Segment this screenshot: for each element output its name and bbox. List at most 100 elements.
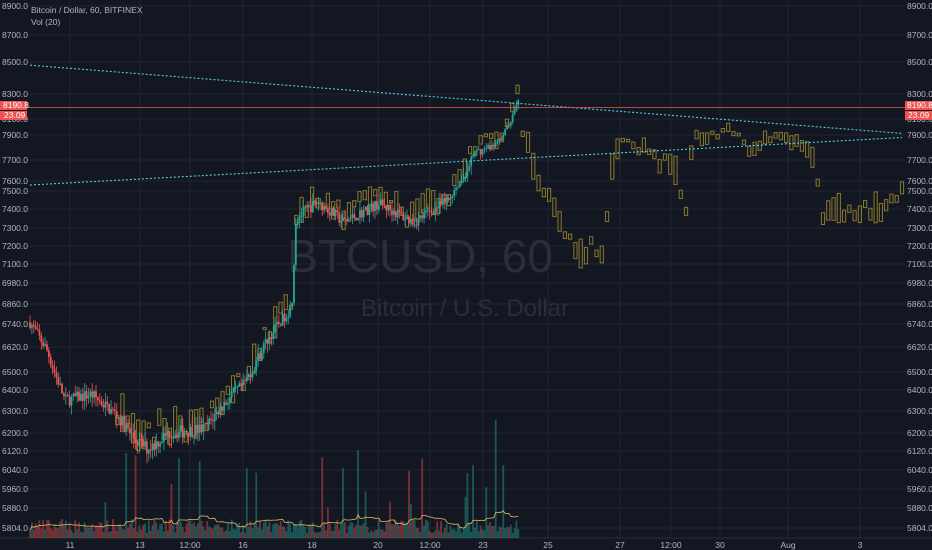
volume-bar bbox=[247, 526, 250, 538]
candle-body bbox=[311, 200, 314, 213]
candle-body bbox=[236, 386, 239, 388]
volume-bar bbox=[504, 527, 507, 538]
candle-body bbox=[42, 342, 45, 347]
projection-bar bbox=[478, 135, 483, 145]
candle-body bbox=[170, 437, 173, 439]
candle-body bbox=[281, 313, 284, 326]
projection-bar bbox=[794, 134, 799, 147]
volume-bar bbox=[438, 530, 441, 538]
volume-bar bbox=[472, 465, 474, 538]
volume-bar bbox=[213, 525, 216, 538]
volume-bar bbox=[474, 527, 476, 538]
volume-bar bbox=[372, 531, 375, 538]
volume-bar bbox=[206, 521, 209, 538]
candle-body bbox=[417, 217, 420, 226]
x-tick-label: 27 bbox=[615, 540, 625, 550]
projection-bar bbox=[694, 129, 699, 140]
candle-body bbox=[89, 391, 92, 397]
volume-bar bbox=[245, 468, 248, 538]
candle-body bbox=[383, 205, 386, 206]
volume-bar bbox=[47, 520, 50, 538]
projection-bar bbox=[873, 191, 878, 224]
volume-bar bbox=[383, 531, 386, 538]
volume-bar bbox=[166, 530, 169, 538]
volume-bar bbox=[394, 519, 397, 538]
candle-body bbox=[245, 377, 248, 381]
volume-bar bbox=[353, 527, 356, 538]
volume-bar bbox=[127, 527, 129, 538]
volume-bar bbox=[507, 527, 510, 538]
volume-bar bbox=[80, 531, 82, 538]
candle-body bbox=[304, 206, 307, 208]
candle-body bbox=[466, 170, 469, 177]
volume-bar bbox=[266, 526, 269, 538]
volume-bar bbox=[234, 529, 237, 538]
volume-bar bbox=[364, 491, 367, 538]
volume-bar bbox=[144, 523, 146, 538]
x-tick-label: 16 bbox=[238, 540, 248, 550]
candle-body bbox=[200, 424, 203, 432]
volume-bar bbox=[176, 521, 178, 538]
candle-body bbox=[121, 416, 124, 426]
y-tick-label: 6620.0 bbox=[2, 342, 28, 352]
candle-body bbox=[130, 432, 133, 434]
y-tick-label: 7500.0 bbox=[907, 186, 932, 196]
volume-bar bbox=[42, 519, 45, 538]
trendlines[interactable] bbox=[29, 64, 903, 186]
volume-bar bbox=[102, 531, 105, 538]
projection-bar bbox=[146, 422, 151, 429]
volume-bar bbox=[40, 528, 43, 538]
trendline[interactable] bbox=[29, 64, 903, 134]
volume-bar bbox=[161, 523, 163, 538]
volume-bar bbox=[464, 496, 467, 538]
candle-body bbox=[443, 198, 446, 203]
volume-bar bbox=[255, 472, 258, 538]
projection-bar bbox=[836, 192, 841, 224]
candle-body bbox=[225, 402, 227, 405]
candle-body bbox=[381, 199, 384, 206]
y-tick-label: 5960.0 bbox=[907, 484, 932, 494]
candle-body bbox=[462, 176, 465, 182]
y-tick-label: 6860.0 bbox=[2, 299, 28, 309]
volume-bar bbox=[481, 529, 484, 538]
volume-bar bbox=[343, 522, 346, 538]
volume-bar bbox=[123, 529, 126, 538]
candle-body bbox=[283, 313, 286, 322]
candle-body bbox=[276, 322, 278, 325]
volume-bar bbox=[149, 530, 152, 538]
candle-body bbox=[313, 200, 316, 202]
volume-bar bbox=[398, 525, 401, 538]
projection-bar bbox=[236, 373, 241, 378]
candle-body bbox=[145, 441, 148, 454]
volume-bar bbox=[391, 524, 393, 538]
symbol-title[interactable]: Bitcoin / Dollar, 60, BITFINEX bbox=[31, 5, 143, 15]
candle-body bbox=[174, 434, 177, 437]
volume-bar bbox=[217, 524, 220, 538]
volume-bar bbox=[249, 521, 252, 538]
projection-bar bbox=[536, 174, 541, 192]
y-tick-label: 8500.0 bbox=[907, 57, 932, 67]
volume-bar bbox=[413, 519, 416, 538]
y-tick-label: 8300.0 bbox=[2, 89, 28, 99]
trendline[interactable] bbox=[29, 136, 903, 186]
volume-bar bbox=[164, 520, 167, 538]
candle-body bbox=[208, 418, 211, 425]
candle-body bbox=[202, 424, 205, 432]
candle-body bbox=[377, 205, 380, 210]
projection-bar bbox=[678, 189, 683, 199]
volume-bar bbox=[330, 530, 333, 538]
x-tick-label: 30 bbox=[715, 540, 725, 550]
candle-body bbox=[374, 200, 376, 212]
projection-bar bbox=[647, 148, 652, 155]
y-tick-label: 6400.0 bbox=[907, 385, 932, 395]
candle-body bbox=[472, 155, 474, 157]
volume-bar bbox=[304, 526, 307, 538]
candle-body bbox=[485, 148, 488, 150]
candle-body bbox=[247, 374, 250, 378]
candle-body bbox=[217, 411, 220, 415]
candle-body bbox=[261, 353, 263, 360]
candle-body bbox=[115, 411, 118, 419]
volume-indicator-label[interactable]: Vol (20) bbox=[31, 17, 61, 27]
y-tick-label: 7900.0 bbox=[2, 130, 28, 140]
